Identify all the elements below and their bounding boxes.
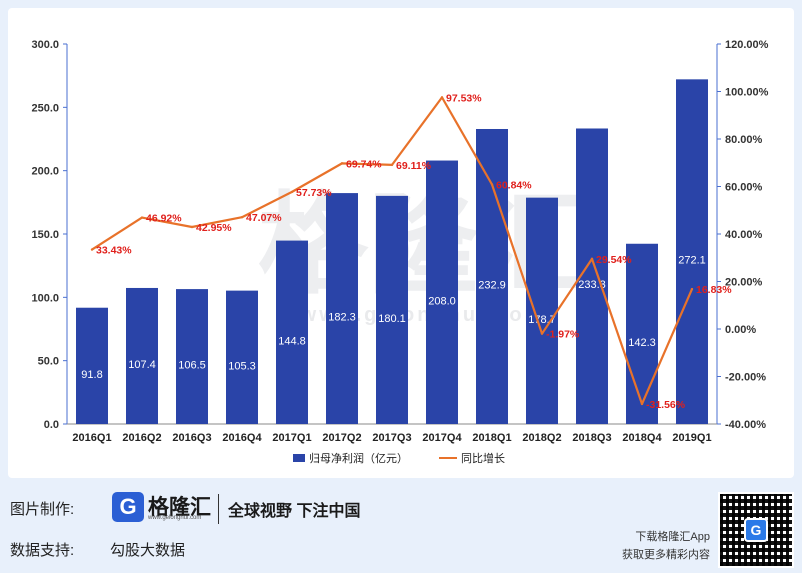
bar [226, 290, 258, 424]
x-tick-label: 2017Q3 [372, 432, 411, 444]
growth-point [590, 257, 594, 261]
legend-bar-swatch [293, 454, 305, 462]
data-support-label: 数据支持: [10, 542, 75, 559]
chart-card: 格隆汇 www.gelonghui.com 0.0 50.0 100.0 150.0 200… [8, 8, 794, 478]
growth-point [190, 225, 194, 229]
growth-data-label: 46.92% [146, 213, 182, 225]
app-more-text: 获取更多精彩内容 [622, 549, 710, 561]
logo-icon: G [112, 492, 144, 522]
growth-data-label: 33.43% [96, 245, 132, 257]
bar [376, 195, 408, 424]
footer-divider [218, 494, 219, 524]
bar-data-label: 208.0 [428, 295, 456, 307]
growth-data-label: -31.56% [646, 399, 686, 411]
x-tick-label: 2018Q1 [472, 432, 511, 444]
bar-data-label: 272.1 [678, 255, 706, 267]
bar [676, 79, 708, 424]
x-tick-label: 2016Q3 [172, 432, 211, 444]
y-left-tick-label: 250.0 [31, 102, 59, 114]
growth-data-label: 69.11% [396, 160, 432, 172]
bar-data-label: 142.3 [628, 337, 656, 349]
bar [76, 307, 108, 424]
growth-point [640, 402, 644, 406]
x-tick-label: 2017Q2 [322, 432, 361, 444]
legend-bar-label: 归母净利润（亿元） [309, 451, 408, 465]
growth-data-label: -1.97% [546, 329, 580, 341]
y-right-tick-label: -20.00% [725, 372, 766, 384]
x-tick-label: 2017Q1 [272, 432, 311, 444]
growth-data-label: 97.53% [446, 92, 482, 104]
bar-data-label: 182.3 [328, 312, 356, 324]
growth-point [540, 332, 544, 335]
legend-line-label: 同比增长 [461, 451, 505, 465]
growth-point [440, 96, 444, 99]
app-download-text: 下载格隆汇App [635, 531, 710, 543]
growth-data-label: 60.84% [496, 180, 532, 192]
bar-data-label: 144.8 [278, 335, 306, 347]
bar-data-label: 180.1 [378, 313, 406, 325]
bar-data-label: 233.3 [578, 279, 606, 291]
y-right-tick-label: 60.00% [725, 182, 763, 194]
y-right-tick-label: 80.00% [725, 134, 763, 146]
bar-data-label: 232.9 [478, 279, 506, 291]
growth-point [240, 216, 244, 219]
y-left-tick-label: 50.0 [38, 356, 59, 368]
growth-data-label: 57.73% [296, 187, 332, 199]
bar [426, 160, 458, 425]
y-right-tick-label: 0.00% [725, 324, 756, 336]
growth-point [690, 287, 694, 291]
bar-data-label: 91.8 [81, 369, 102, 381]
growth-point [140, 216, 144, 219]
growth-data-label: 47.07% [246, 212, 282, 224]
y-right-tick-label: -40.00% [725, 419, 766, 431]
y-right-tick-label: 40.00% [725, 229, 763, 241]
growth-point [390, 163, 394, 167]
bar-data-label: 105.3 [228, 360, 256, 372]
x-tick-label: 2017Q4 [422, 432, 462, 444]
qr-logo-icon: G [744, 518, 768, 542]
x-tick-label: 2019Q1 [672, 432, 711, 444]
data-support-value: 勾股大数据 [110, 542, 186, 559]
growth-data-label: 42.95% [196, 222, 232, 234]
footer: 图片制作: G 格隆汇 www.gelonghui.com 全球视野 下注中国 … [0, 482, 802, 573]
bar [526, 197, 558, 424]
bar-data-label: 107.4 [128, 359, 156, 371]
made-by-label: 图片制作: [10, 501, 75, 518]
growth-point [290, 190, 294, 194]
growth-data-label: 29.54% [596, 254, 632, 266]
logo-name: 格隆汇 [148, 496, 211, 519]
x-tick-label: 2018Q3 [572, 432, 611, 444]
y-right-tick-label: 20.00% [725, 277, 763, 289]
x-tick-label: 2018Q4 [622, 432, 662, 444]
y-right-tick-label: 120.00% [725, 39, 769, 51]
bar [276, 240, 308, 424]
growth-data-label: 69.74% [346, 158, 382, 170]
bar [176, 289, 208, 424]
x-tick-label: 2016Q1 [72, 432, 111, 444]
y-left-tick-label: 150.0 [31, 229, 59, 241]
y-left-tick-label: 200.0 [31, 166, 59, 178]
slogan: 全球视野 下注中国 [228, 503, 361, 520]
growth-point [490, 183, 494, 186]
x-tick-label: 2016Q2 [122, 432, 161, 444]
bar-data-label: 106.5 [178, 360, 206, 372]
y-left-tick-label: 0.0 [44, 419, 59, 431]
chart-svg: 格隆汇www.gelonghui.com0.050.0100.0150.0200… [31, 39, 769, 465]
growth-data-label: 16.83% [696, 284, 732, 296]
bar [126, 287, 158, 424]
growth-point [340, 162, 344, 165]
bar [476, 128, 508, 424]
growth-point [90, 248, 94, 251]
y-left-tick-label: 100.0 [31, 292, 59, 304]
bar [326, 193, 358, 424]
y-left-tick-label: 300.0 [31, 39, 59, 51]
x-tick-label: 2016Q4 [222, 432, 262, 444]
x-tick-label: 2018Q2 [522, 432, 561, 444]
bar [626, 243, 658, 424]
y-right-tick-label: 100.00% [725, 87, 769, 99]
logo-domain: www.gelonghui.com [148, 515, 202, 521]
